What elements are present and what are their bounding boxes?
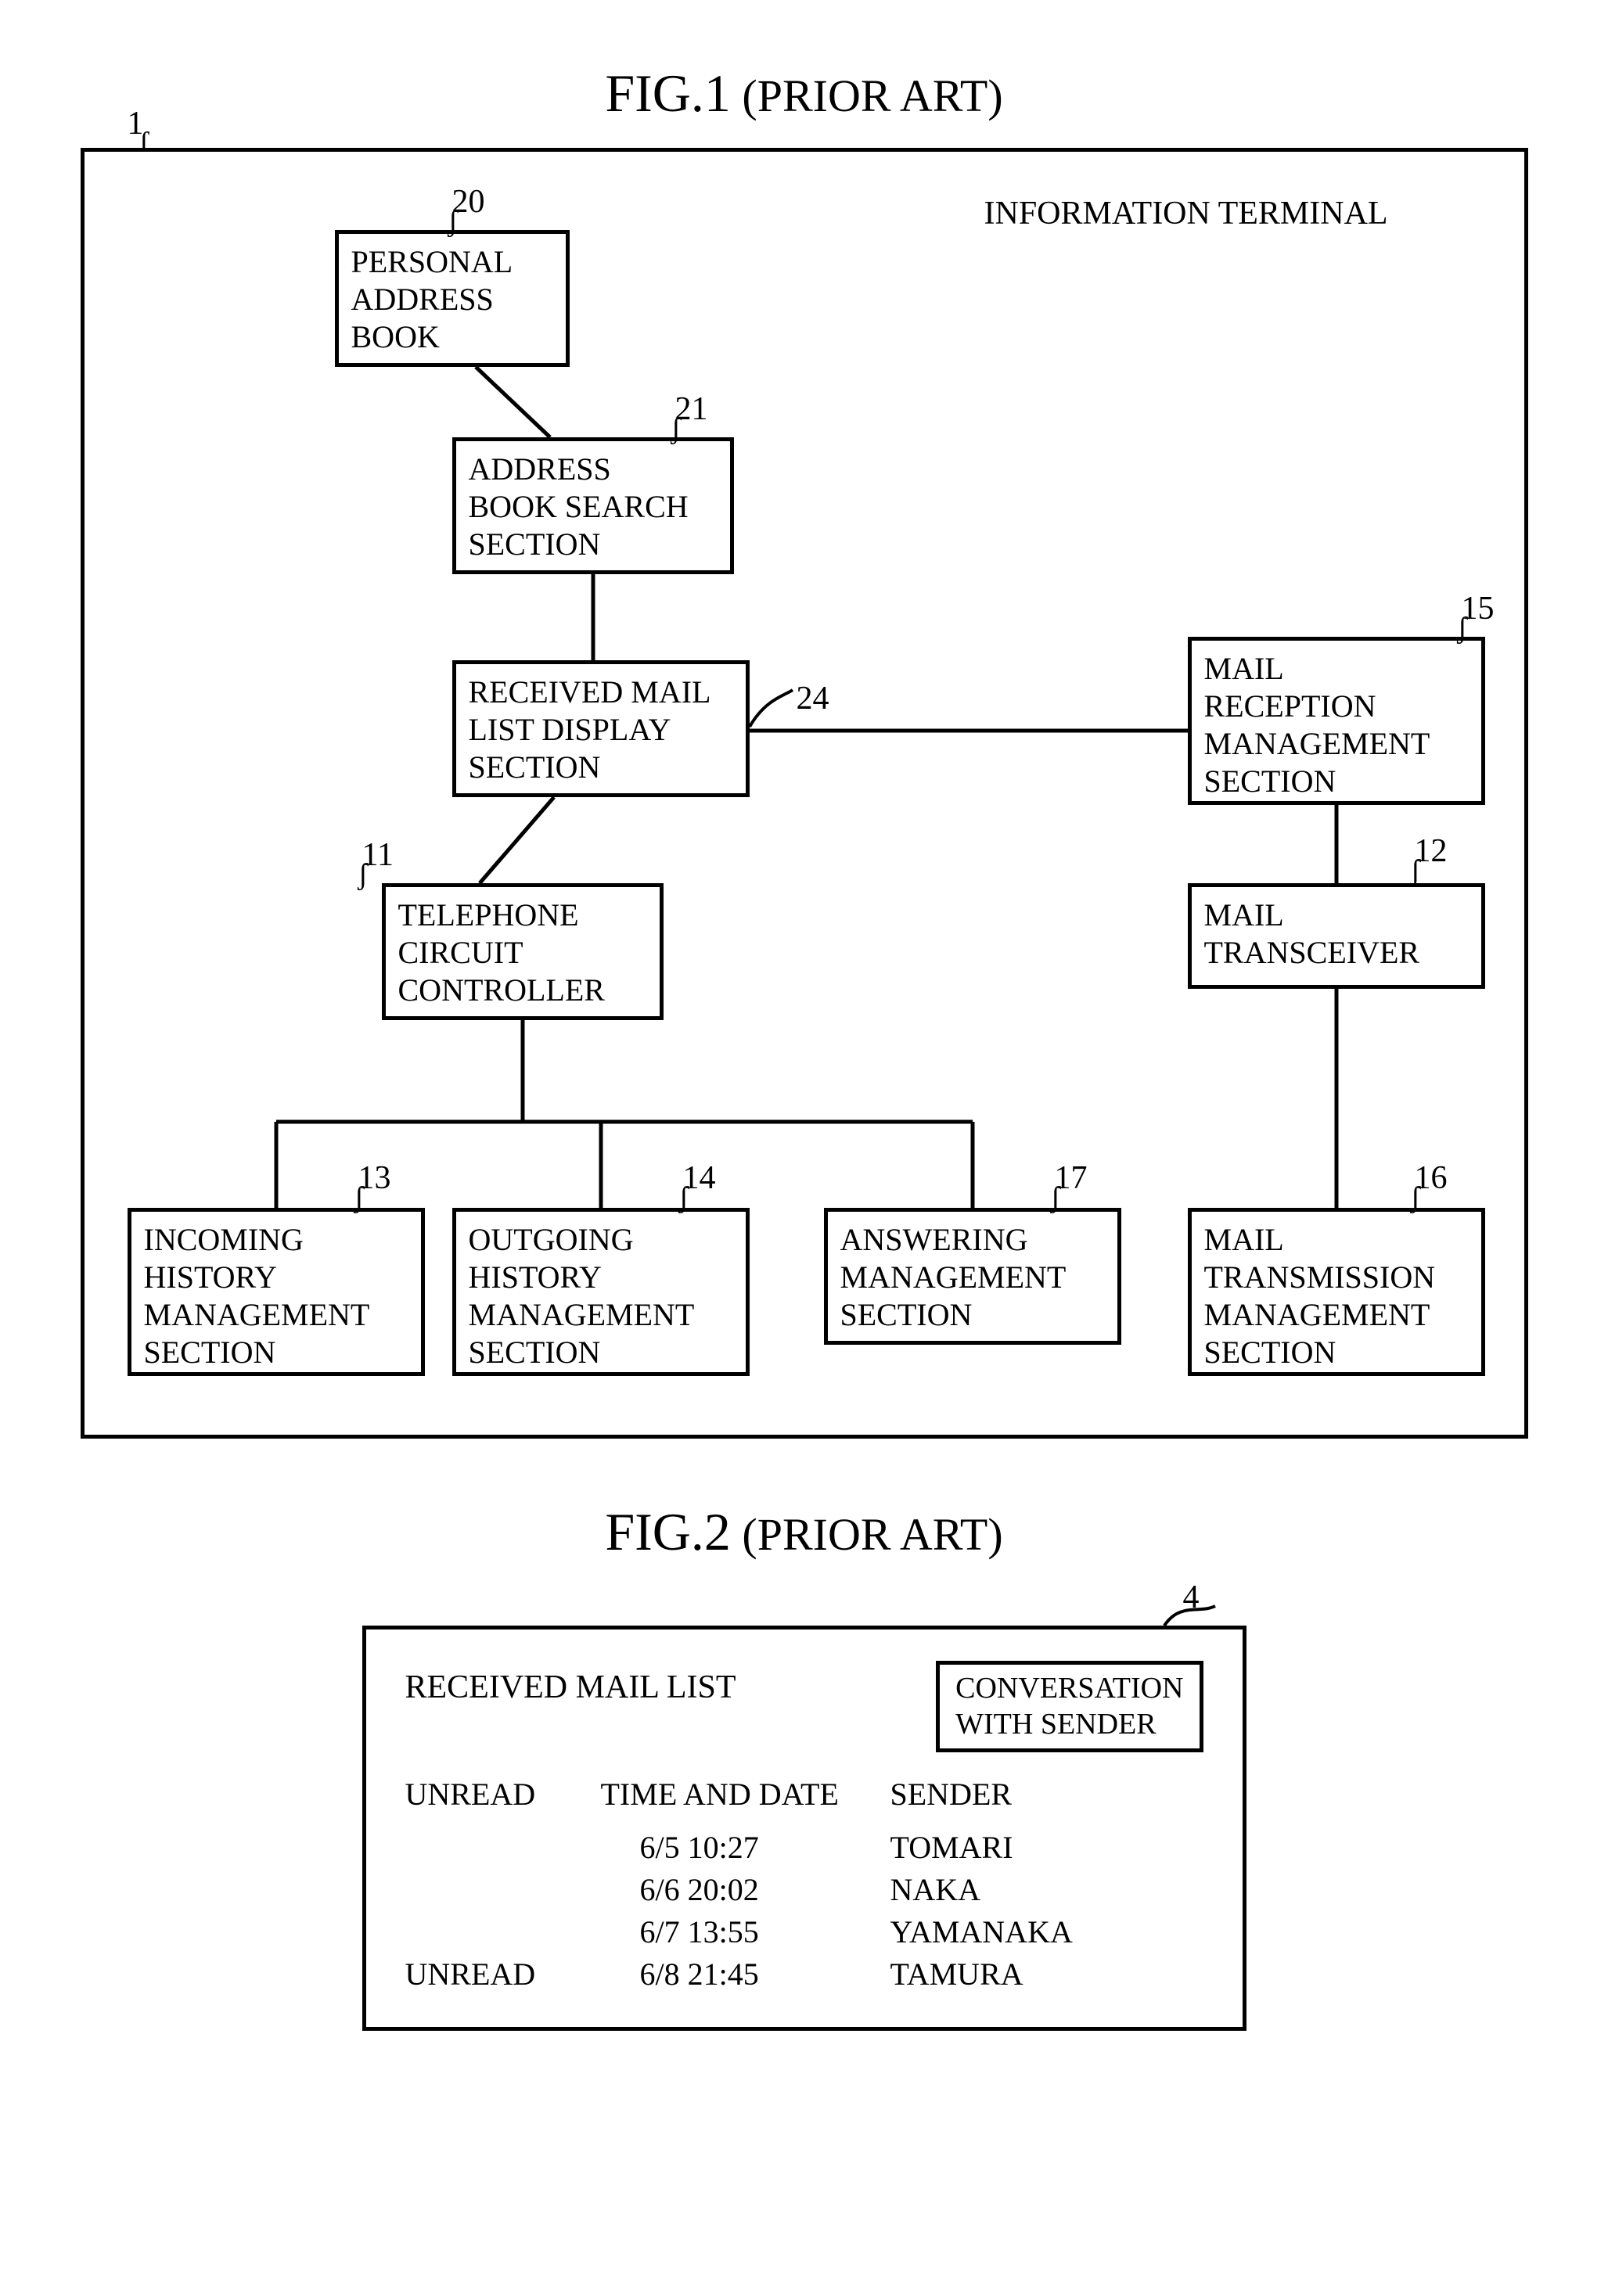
- fig2-title: FIG.2 (PRIOR ART): [31, 1501, 1577, 1563]
- leader-17: ʃ: [1051, 1183, 1061, 1213]
- cell-time: 6/8 21:45: [601, 1953, 890, 1996]
- mail-row[interactable]: 6/7 13:55YAMANAKA: [405, 1911, 1203, 1953]
- block-12: MAILTRANSCEIVER: [1188, 883, 1485, 989]
- fig1-title-rest: (PRIOR ART): [731, 70, 1003, 121]
- mail-row[interactable]: 6/6 20:02NAKA: [405, 1869, 1203, 1911]
- cell-unread: UNREAD: [405, 1953, 601, 1996]
- cell-unread: [405, 1869, 601, 1911]
- block-11: TELEPHONECIRCUITCONTROLLER: [382, 883, 664, 1020]
- fig2-list-title: RECEIVED MAIL LIST: [405, 1661, 736, 1706]
- block-15: MAILRECEPTIONMANAGEMENTSECTION: [1188, 637, 1485, 805]
- leader-13: ʃ: [354, 1183, 365, 1213]
- fig1-title-big: FIG.1: [605, 63, 731, 123]
- leader-16: ʃ: [1411, 1183, 1421, 1213]
- block-13: INCOMINGHISTORYMANAGEMENTSECTION: [128, 1208, 425, 1376]
- col-time: TIME AND DATE: [601, 1776, 890, 1813]
- leader-12: ʃ: [1411, 856, 1421, 886]
- fig1-container: INFORMATION TERMINAL PERSONALADDRESSBOOK…: [81, 148, 1528, 1439]
- cell-unread: [405, 1827, 601, 1869]
- conversation-with-sender-button[interactable]: CONVERSATIONWITH SENDER: [936, 1661, 1203, 1752]
- fig1-container-label: INFORMATION TERMINAL: [984, 195, 1388, 232]
- mail-row[interactable]: 6/5 10:27TOMARI: [405, 1827, 1203, 1869]
- leader-20: ʃ: [448, 207, 459, 236]
- mail-row[interactable]: UNREAD6/8 21:45TAMURA: [405, 1953, 1203, 1996]
- block-20: PERSONALADDRESSBOOK: [335, 230, 570, 367]
- fig2-box: RECEIVED MAIL LIST CONVERSATIONWITH SEND…: [362, 1626, 1246, 2031]
- cell-time: 6/7 13:55: [601, 1911, 890, 1953]
- leader-21: ʃ: [671, 414, 682, 444]
- cell-sender: TAMURA: [890, 1953, 1203, 1996]
- leader-15: ʃ: [1458, 613, 1468, 643]
- fig2-column-headers: UNREAD TIME AND DATE SENDER: [405, 1776, 1203, 1813]
- ref-24: 24: [797, 680, 829, 717]
- cell-sender: TOMARI: [890, 1827, 1203, 1869]
- fig1-title: FIG.1 (PRIOR ART): [31, 63, 1577, 124]
- leader-11: ʃ: [358, 860, 369, 889]
- block-24: RECEIVED MAILLIST DISPLAYSECTION: [452, 660, 750, 797]
- block-14: OUTGOINGHISTORYMANAGEMENTSECTION: [452, 1208, 750, 1376]
- cell-sender: NAKA: [890, 1869, 1203, 1911]
- cell-unread: [405, 1911, 601, 1953]
- cell-sender: YAMANAKA: [890, 1911, 1203, 1953]
- block-21: ADDRESSBOOK SEARCHSECTION: [452, 437, 734, 574]
- block-17: ANSWERINGMANAGEMENTSECTION: [824, 1208, 1121, 1345]
- fig2-container: 4 RECEIVED MAIL LIST CONVERSATIONWITH SE…: [362, 1626, 1246, 2031]
- block-16: MAILTRANSMISSIONMANAGEMENTSECTION: [1188, 1208, 1485, 1376]
- fig2-title-big: FIG.2: [605, 1502, 731, 1561]
- fig2-title-rest: (PRIOR ART): [731, 1509, 1003, 1560]
- col-unread: UNREAD: [405, 1776, 601, 1813]
- cell-time: 6/6 20:02: [601, 1869, 890, 1911]
- col-sender: SENDER: [890, 1776, 1203, 1813]
- leader-14: ʃ: [679, 1183, 689, 1213]
- cell-time: 6/5 10:27: [601, 1827, 890, 1869]
